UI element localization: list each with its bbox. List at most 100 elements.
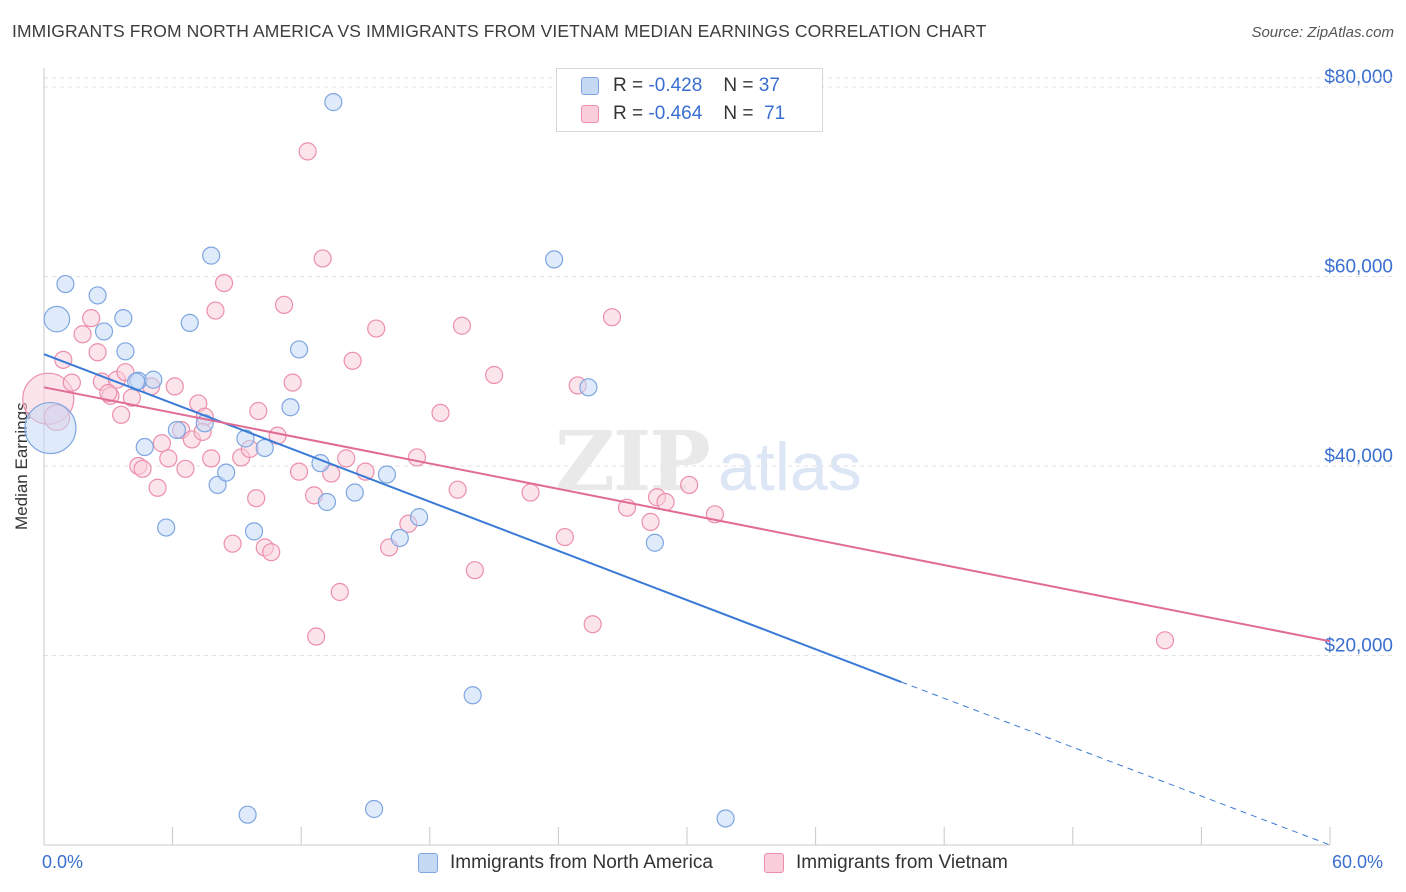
data-point-vietnam [337,449,356,468]
data-point-north-america [324,93,343,112]
series-legend-label: Immigrants from Vietnam [796,852,1008,873]
legend-swatch-pink [581,105,599,123]
data-point-vietnam [249,401,268,421]
data-point-vietnam [407,448,427,467]
data-point-vietnam [465,561,484,580]
data-point-north-america [364,799,384,819]
data-point-vietnam [165,377,184,396]
data-point-north-america [88,286,107,305]
data-point-vietnam [148,478,167,497]
legend-row-vietnam: R = -0.464 N = 71 [581,101,785,127]
data-point-vietnam [88,343,107,362]
data-point-north-america [377,465,397,484]
legend-n-value: 71 [764,103,786,124]
data-point-vietnam [602,308,622,327]
data-point-north-america [208,475,227,495]
chart-title: IMMIGRANTS FROM NORTH AMERICA VS IMMIGRA… [12,21,987,41]
data-point-vietnam [202,449,221,468]
data-point-vietnam [1155,631,1175,650]
data-point-vietnam [112,405,131,424]
data-point-vietnam [485,365,504,385]
watermark-zip: ZIP [555,414,709,510]
data-point-vietnam [289,462,309,481]
data-point-north-america [24,401,77,455]
trend-line-north-america [43,353,902,683]
data-point-north-america [217,463,236,482]
y-tick-label: $20,000 [1324,635,1393,656]
data-point-vietnam [133,459,152,478]
legend-swatch-pink [764,853,784,873]
data-point-north-america [390,528,409,548]
y-tick-label: $80,000 [1324,67,1393,88]
data-point-north-america [167,420,186,440]
series-legend-label: Immigrants from North America [450,852,713,873]
data-point-north-america [202,246,221,265]
data-point-north-america [180,313,199,332]
data-point-north-america [255,438,274,458]
legend-r-value: -0.464 [648,103,703,124]
data-point-vietnam [159,449,178,468]
data-point-north-america [144,370,163,389]
legend-r-label: R = [613,103,644,124]
data-point-vietnam [176,459,195,478]
series-legend: Immigrants from North America Immigrants… [0,852,1406,878]
data-point-vietnam [62,373,81,392]
data-point-vietnam [274,295,294,314]
trend-line-vietnam [43,386,1331,643]
data-point-north-america [157,518,176,537]
data-point-north-america [244,522,264,541]
data-point-north-america [463,686,482,705]
data-point-north-america [579,378,598,397]
data-point-north-america [238,805,257,824]
y-tick-label: $60,000 [1324,256,1393,277]
legend-n-label: N = [723,103,754,124]
legend-n-label: N = [723,75,754,96]
data-point-north-america [94,322,114,341]
x-tick-min: 0.0% [42,852,84,872]
data-point-vietnam [73,325,92,344]
source-credit: Source: ZipAtlas.com [1251,24,1394,41]
data-point-north-america [43,305,71,333]
series-legend-north-america: Immigrants from North America [418,852,713,874]
data-point-vietnam [521,483,540,502]
data-point-north-america [345,483,364,502]
data-point-vietnam [262,543,281,562]
data-point-vietnam [152,434,171,453]
data-point-vietnam [555,527,574,547]
legend-swatch-blue [418,853,438,873]
data-point-north-america [135,437,154,457]
stats-legend: R = -0.428 N = 37 R = -0.464 N = 71 [556,68,823,132]
trend-line-extrapolated-north-america [901,681,1331,846]
data-point-north-america [236,429,255,448]
data-point-vietnam [298,142,317,161]
data-point-north-america [645,533,664,552]
data-point-north-america [281,398,300,417]
data-point-vietnam [313,249,332,268]
data-point-vietnam [99,383,118,403]
data-point-vietnam [247,489,266,508]
data-point-vietnam [330,582,349,602]
y-tick-label: $40,000 [1324,446,1393,467]
legend-swatch-blue [581,77,599,95]
legend-row-north-america: R = -0.428 N = 37 [581,73,780,99]
data-point-north-america [116,342,135,361]
data-point-vietnam [343,351,362,370]
data-point-vietnam [214,273,234,293]
data-point-north-america [409,508,429,527]
data-point-vietnam [367,319,386,338]
data-point-north-america [56,274,75,294]
data-point-vietnam [452,316,472,335]
watermark-atlas: atlas [718,429,862,505]
data-point-vietnam [448,480,467,499]
data-point-vietnam [641,512,660,531]
data-point-vietnam [206,301,225,320]
data-point-north-america [289,340,309,359]
data-point-vietnam [82,309,101,328]
data-point-north-america [114,309,133,328]
legend-r-value: -0.428 [648,75,703,96]
series-legend-vietnam: Immigrants from Vietnam [764,852,1008,874]
data-point-vietnam [583,615,602,634]
data-point-vietnam [283,373,302,392]
legend-n-value: 37 [758,75,780,96]
x-tick-max: 60.0% [1332,852,1384,872]
